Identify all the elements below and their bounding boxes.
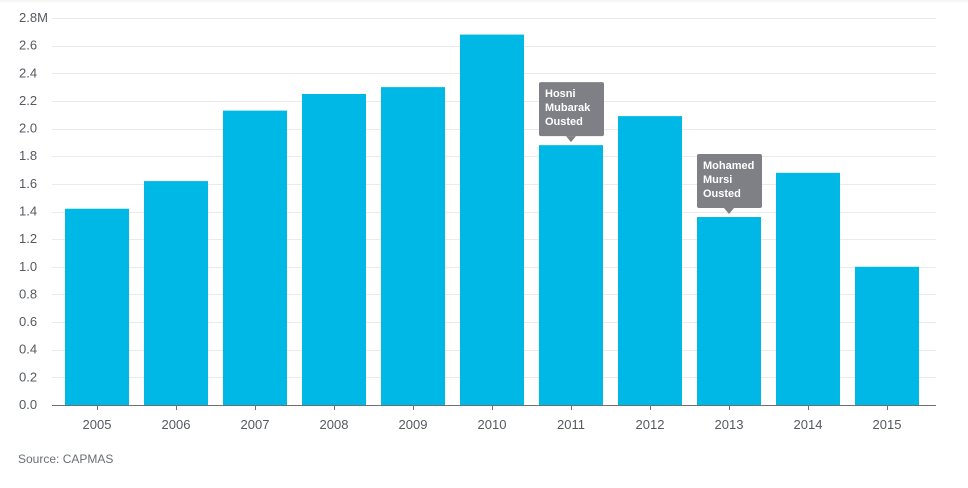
bar-2011 — [539, 145, 603, 405]
annotation-2011: Hosni Mubarak Ousted — [539, 82, 604, 143]
x-tick-label: 2007 — [241, 417, 270, 432]
y-tick-label: 0.2 — [19, 369, 37, 384]
y-tick-label: 2.0 — [19, 121, 37, 136]
annotation-text: Mursi — [703, 174, 732, 186]
x-tick-label: 2013 — [715, 417, 744, 432]
x-tick-label: 2014 — [794, 417, 823, 432]
x-tick-label: 2009 — [399, 417, 428, 432]
x-tick-label: 2008 — [320, 417, 349, 432]
annotation-pointer — [724, 208, 734, 215]
annotation-text: Mohamed — [703, 160, 754, 172]
bar-2008 — [302, 94, 366, 406]
annotation-box — [539, 82, 604, 137]
bar-2009 — [381, 87, 445, 405]
annotation-text: Hosni — [545, 88, 576, 100]
bar-2012 — [618, 116, 682, 405]
annotation-text: Mubarak — [545, 102, 591, 114]
y-tick-label: 0.4 — [19, 342, 37, 357]
y-tick-label: 1.2 — [19, 231, 37, 246]
y-tick-label: 0.6 — [19, 314, 37, 329]
y-tick-label: 2.6 — [19, 38, 37, 53]
annotation-text: Ousted — [703, 188, 741, 200]
bar-2005 — [65, 208, 129, 405]
x-tick-label: 2012 — [636, 417, 665, 432]
x-tick-label: 2006 — [162, 417, 191, 432]
x-tick-label: 2011 — [557, 417, 585, 432]
y-tick-label: 1.4 — [19, 204, 37, 219]
x-tick-label: 2010 — [478, 417, 507, 432]
y-tick-label: 0.8 — [19, 286, 37, 301]
bar-2015 — [855, 266, 919, 405]
annotation-text: Ousted — [545, 116, 583, 128]
y-tick-label: 1.6 — [19, 176, 37, 191]
bar-2013 — [697, 217, 761, 405]
source-note: Source: CAPMAS — [18, 452, 114, 466]
annotation-2013: Mohamed Mursi Ousted — [697, 154, 762, 215]
bar-2007 — [223, 110, 287, 405]
y-tick-label: 2.2 — [19, 93, 37, 108]
x-tick-label: 2005 — [83, 417, 112, 432]
annotation-box — [697, 154, 762, 209]
annotation-pointer — [566, 136, 576, 143]
x-tick-label: 2015 — [873, 417, 902, 432]
bar-2006 — [144, 181, 208, 405]
y-tick-label: 0.0 — [19, 397, 37, 412]
y-tick-label: 2.8M — [19, 10, 48, 25]
bar-2010 — [460, 34, 524, 405]
y-tick-label: 1.0 — [19, 259, 37, 274]
y-tick-label: 1.8 — [19, 148, 37, 163]
y-tick-label: 2.4 — [19, 65, 37, 80]
bar-2014 — [776, 172, 840, 405]
